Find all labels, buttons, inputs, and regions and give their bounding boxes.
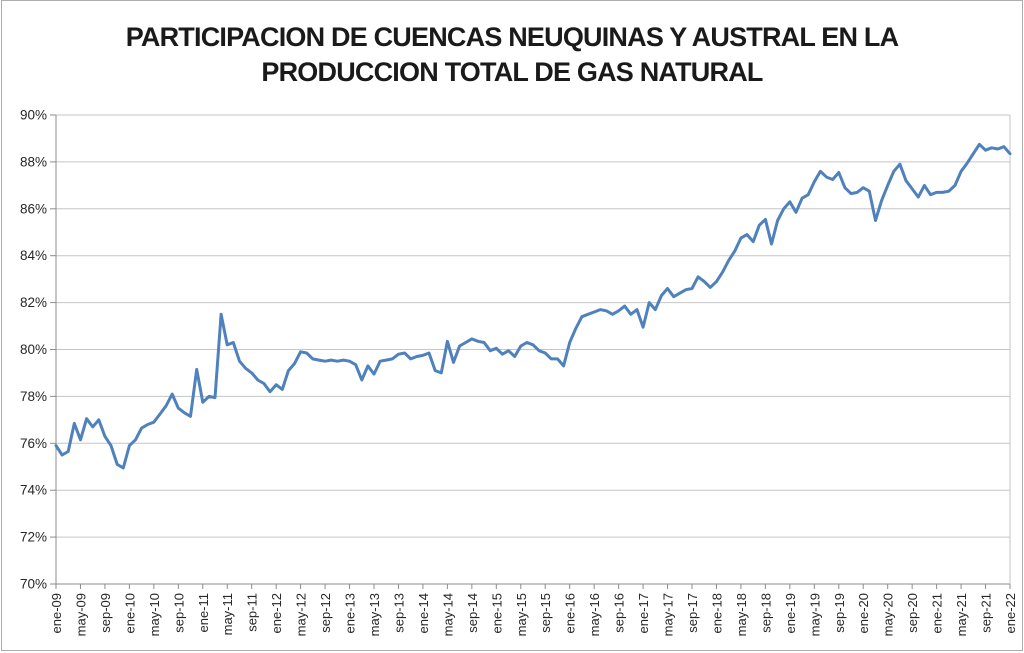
y-axis-labels: 70% 72% 74% 76% 78% 80% 82% 84% 86% 88% 90% [20, 108, 47, 592]
y-tick-label: 90% [20, 108, 47, 123]
series-line [54, 142, 1012, 470]
x-tick-label: sep-16 [612, 593, 627, 633]
x-tick-label: sep-12 [318, 593, 333, 633]
x-tick-label: ene-13 [343, 593, 358, 633]
x-tick-label: ene-22 [1003, 593, 1018, 633]
y-tick-label: 82% [20, 295, 47, 310]
chart-title: PARTICIPACION DE CUENCAS NEUQUINAS Y AUS… [0, 20, 1024, 90]
x-tick-label: ene-10 [122, 593, 137, 633]
x-tick-label: sep-21 [979, 593, 994, 633]
x-tick-label: may-11 [220, 593, 235, 635]
x-tick-label: may-19 [807, 593, 822, 636]
x-tick-label: sep-20 [905, 593, 920, 633]
y-tick-label: 86% [20, 201, 47, 216]
x-tick-label: sep-09 [98, 593, 113, 633]
x-tick-label: ene-11 [196, 593, 211, 633]
y-tick-label: 88% [20, 154, 47, 169]
x-tick-label: ene-17 [636, 593, 651, 633]
y-gridlines [56, 114, 1010, 585]
y-tick-label: 78% [20, 389, 47, 404]
x-tick-label: sep-15 [538, 593, 553, 633]
y-axis-ticks [50, 114, 56, 585]
x-tick-label: ene-20 [856, 593, 871, 633]
y-tick-label: 74% [20, 483, 47, 498]
x-tick-label: may-16 [587, 593, 602, 636]
x-tick-label: ene-12 [269, 593, 284, 633]
x-tick-label: sep-17 [685, 593, 700, 633]
x-tick-label: may-18 [734, 593, 749, 636]
x-tick-label: ene-15 [489, 593, 504, 633]
x-tick-label: sep-18 [758, 593, 773, 633]
x-tick-label: sep-10 [171, 593, 186, 633]
x-tick-label: ene-16 [563, 593, 578, 633]
x-tick-label: ene-19 [783, 593, 798, 633]
x-tick-label: may-12 [294, 593, 309, 636]
x-tick-label: may-20 [881, 593, 896, 636]
x-tick-label: ene-21 [930, 593, 945, 633]
x-axis-labels: ene-09 may-09 sep-09 ene-10 may-10 sep-10 ene-… [49, 593, 1018, 636]
chart-title-line2: PRODUCCION TOTAL DE GAS NATURAL [261, 57, 763, 87]
x-tick-label: sep-13 [391, 593, 406, 633]
x-tick-label: may-15 [514, 593, 529, 636]
x-axis-ticks [55, 584, 1011, 589]
x-tick-label: ene-14 [416, 593, 431, 633]
chart-title-line1: PARTICIPACION DE CUENCAS NEUQUINAS Y AUS… [125, 22, 899, 52]
x-tick-label: may-14 [440, 593, 455, 636]
x-tick-label: may-09 [73, 593, 88, 636]
y-tick-label: 84% [20, 248, 47, 263]
y-tick-label: 70% [20, 577, 47, 592]
y-tick-label: 72% [20, 530, 47, 545]
x-tick-label: sep-11 [245, 593, 260, 632]
x-tick-label: sep-19 [832, 593, 847, 633]
x-tick-label: may-13 [367, 593, 382, 636]
x-tick-label: sep-14 [465, 593, 480, 633]
x-tick-label: may-17 [661, 593, 676, 636]
y-tick-label: 80% [20, 342, 47, 357]
x-tick-label: may-21 [954, 593, 969, 636]
y-tick-label: 76% [20, 436, 47, 451]
x-tick-label: ene-18 [709, 593, 724, 633]
x-tick-label: ene-09 [49, 593, 64, 633]
x-tick-label: may-10 [147, 593, 162, 636]
